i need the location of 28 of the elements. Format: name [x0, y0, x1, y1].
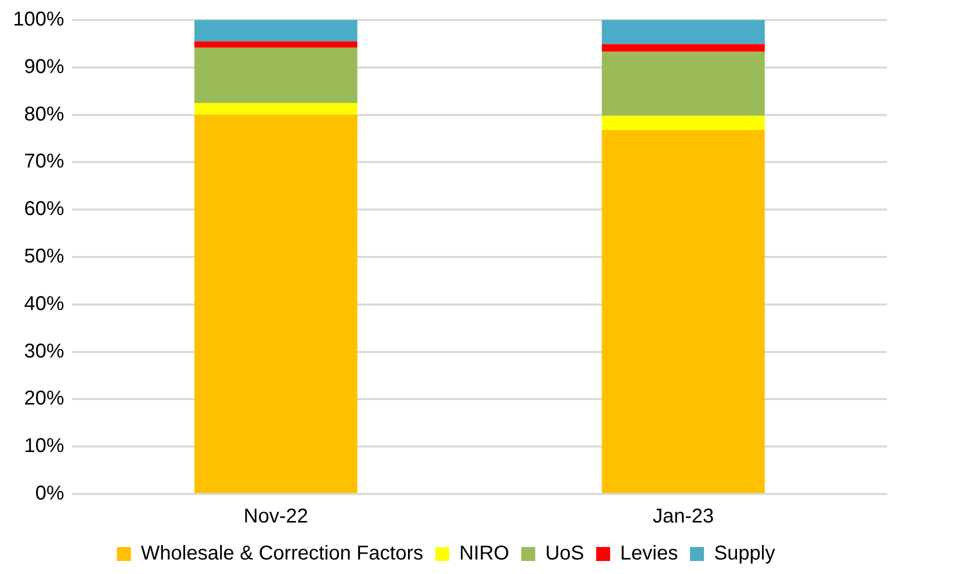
y-tick-label: 0%: [35, 482, 64, 505]
bar: [602, 44, 765, 52]
y-tick-label: 50%: [24, 246, 64, 268]
legend-label: Wholesale & Correction Factors: [140, 542, 424, 565]
legend-label: Levies: [620, 542, 678, 565]
legend-label: NIRO: [459, 542, 510, 565]
y-tick-label: 80%: [24, 103, 64, 126]
legend-label: UoS: [545, 542, 584, 565]
y-tick-label: 60%: [24, 198, 64, 220]
bar: [194, 102, 358, 115]
y-tick-label: 20%: [24, 388, 64, 410]
bar: [602, 116, 765, 130]
y-tick-label: 10%: [24, 435, 64, 458]
x-tick-label: Nov-22: [244, 506, 308, 528]
legend-label: Supply: [714, 542, 776, 565]
x-tick-label: Jan-23: [652, 506, 714, 528]
bar: [602, 130, 765, 493]
bar: [194, 47, 358, 103]
y-tick-label: 70%: [24, 150, 64, 173]
bar: [194, 41, 358, 48]
bar: [602, 20, 765, 44]
y-tick-label: 100%: [12, 8, 64, 31]
bar: [194, 20, 358, 42]
y-tick-label: 30%: [24, 340, 64, 362]
bar: [194, 114, 358, 493]
bar: [602, 52, 765, 116]
y-tick-label: 40%: [24, 292, 64, 315]
y-tick-label: 90%: [24, 56, 64, 78]
